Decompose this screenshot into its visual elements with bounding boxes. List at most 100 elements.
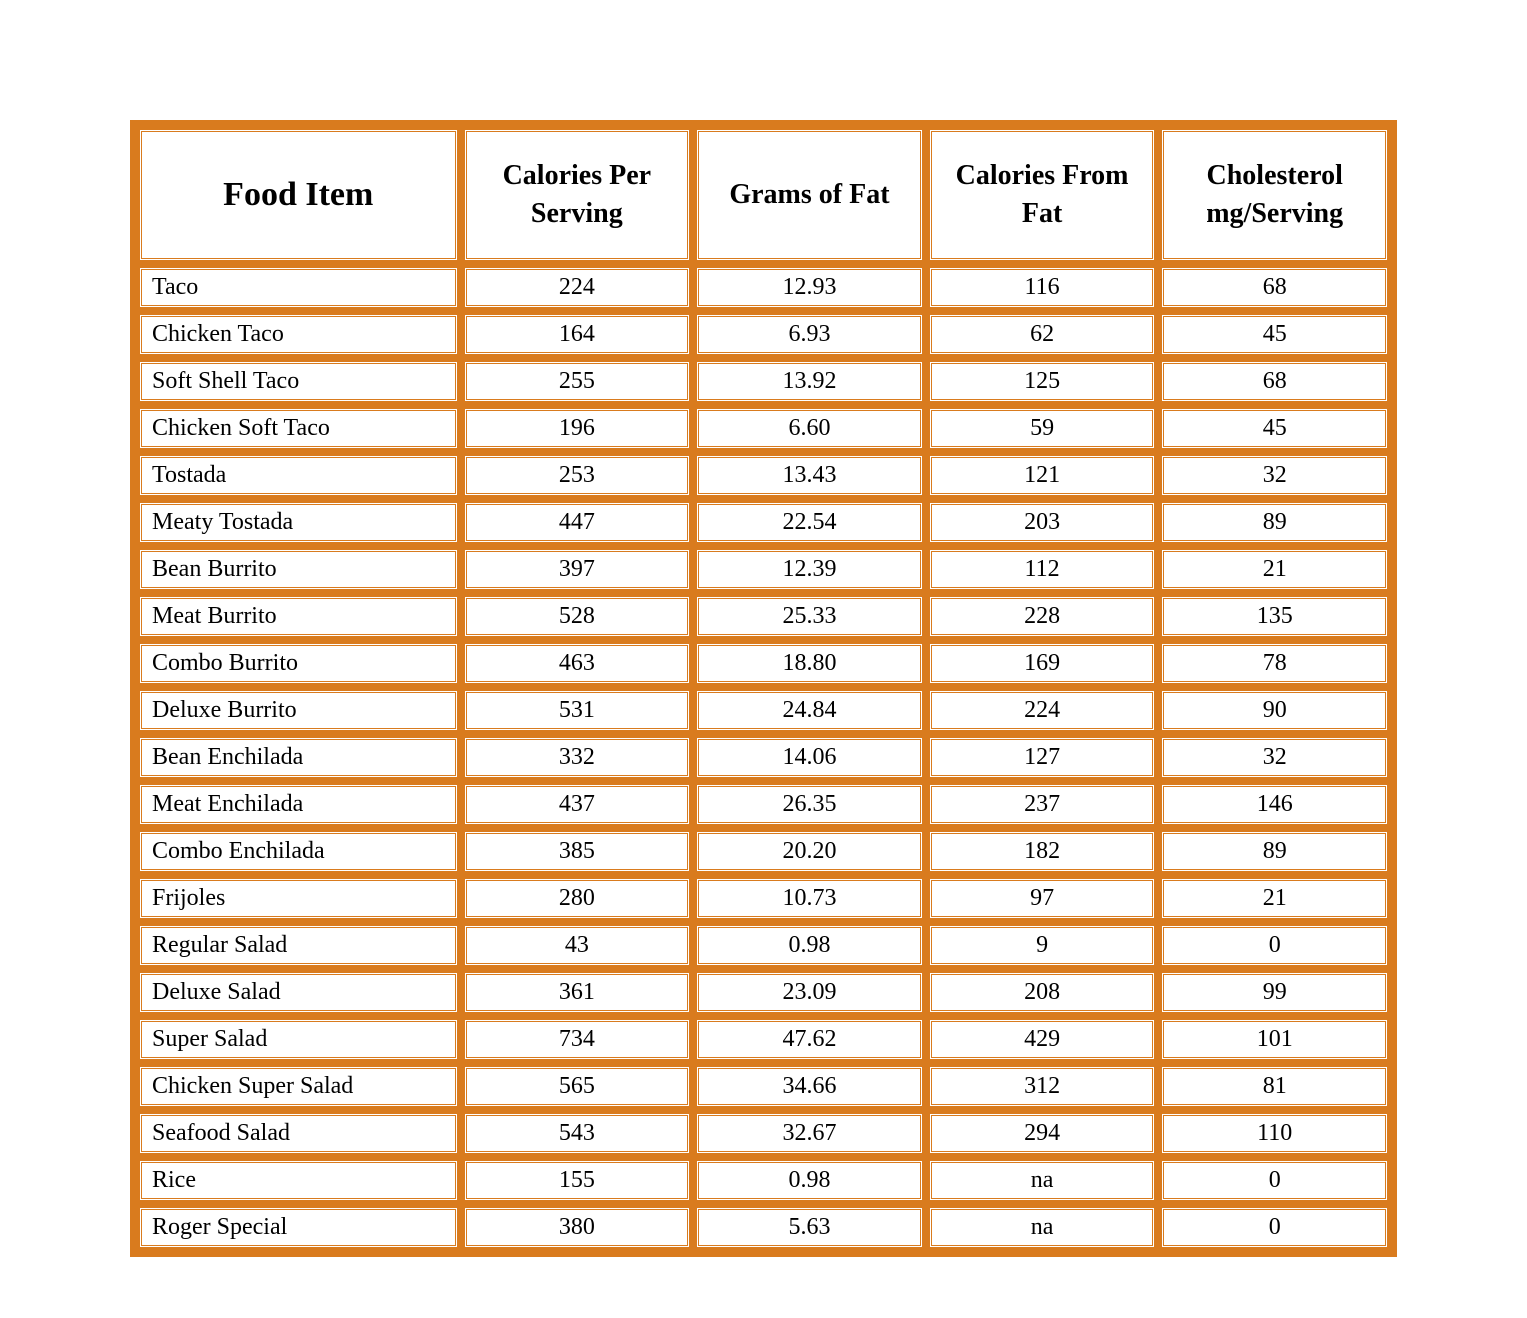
table-row: Super Salad73447.62429101 <box>139 1019 1388 1060</box>
cell-value: 45 <box>1161 408 1388 449</box>
cell-value: 565 <box>464 1066 691 1107</box>
cell-value: 203 <box>929 502 1156 543</box>
cell-value: 6.93 <box>696 314 923 355</box>
table-row: Meat Enchilada43726.35237146 <box>139 784 1388 825</box>
cell-value: 18.80 <box>696 643 923 684</box>
cell-food-item: Bean Enchilada <box>139 737 458 778</box>
cell-value: 78 <box>1161 643 1388 684</box>
table-row: Bean Enchilada33214.0612732 <box>139 737 1388 778</box>
cell-value: 68 <box>1161 267 1388 308</box>
cell-value: 32.67 <box>696 1113 923 1154</box>
cell-value: 116 <box>929 267 1156 308</box>
cell-food-item: Roger Special <box>139 1207 458 1248</box>
table-row: Combo Burrito46318.8016978 <box>139 643 1388 684</box>
cell-value: 0 <box>1161 925 1388 966</box>
cell-food-item: Taco <box>139 267 458 308</box>
cell-value: 543 <box>464 1113 691 1154</box>
table-row: Meaty Tostada44722.5420389 <box>139 502 1388 543</box>
cell-value: 20.20 <box>696 831 923 872</box>
cell-value: 280 <box>464 878 691 919</box>
cell-food-item: Chicken Super Salad <box>139 1066 458 1107</box>
cell-food-item: Meat Burrito <box>139 596 458 637</box>
cell-value: 112 <box>929 549 1156 590</box>
cell-value: 34.66 <box>696 1066 923 1107</box>
table-row: Combo Enchilada38520.2018289 <box>139 831 1388 872</box>
cell-food-item: Meaty Tostada <box>139 502 458 543</box>
cell-value: 531 <box>464 690 691 731</box>
cell-value: 385 <box>464 831 691 872</box>
cell-value: 332 <box>464 737 691 778</box>
cell-food-item: Soft Shell Taco <box>139 361 458 402</box>
table-row: Meat Burrito52825.33228135 <box>139 596 1388 637</box>
cell-value: 397 <box>464 549 691 590</box>
cell-value: 59 <box>929 408 1156 449</box>
table-row: Seafood Salad54332.67294110 <box>139 1113 1388 1154</box>
cell-value: 127 <box>929 737 1156 778</box>
cell-food-item: Bean Burrito <box>139 549 458 590</box>
cell-value: 125 <box>929 361 1156 402</box>
cell-value: 22.54 <box>696 502 923 543</box>
cell-value: 380 <box>464 1207 691 1248</box>
table-row: Chicken Soft Taco1966.605945 <box>139 408 1388 449</box>
cell-value: 0.98 <box>696 1160 923 1201</box>
cell-value: 99 <box>1161 972 1388 1013</box>
cell-value: 89 <box>1161 831 1388 872</box>
table-row: Regular Salad430.9890 <box>139 925 1388 966</box>
table-row: Deluxe Burrito53124.8422490 <box>139 690 1388 731</box>
cell-value: 89 <box>1161 502 1388 543</box>
cell-value: na <box>929 1160 1156 1201</box>
cell-value: 21 <box>1161 878 1388 919</box>
table-body: Taco22412.9311668Chicken Taco1646.936245… <box>139 267 1388 1248</box>
cell-value: 45 <box>1161 314 1388 355</box>
cell-value: 68 <box>1161 361 1388 402</box>
cell-value: 0 <box>1161 1160 1388 1201</box>
col-header-food-item: Food Item <box>139 129 458 261</box>
cell-value: 10.73 <box>696 878 923 919</box>
cell-value: 25.33 <box>696 596 923 637</box>
table-row: Frijoles28010.739721 <box>139 878 1388 919</box>
cell-value: 146 <box>1161 784 1388 825</box>
table-row: Tostada25313.4312132 <box>139 455 1388 496</box>
table-row: Bean Burrito39712.3911221 <box>139 549 1388 590</box>
table-row: Chicken Taco1646.936245 <box>139 314 1388 355</box>
cell-food-item: Combo Burrito <box>139 643 458 684</box>
cell-value: 528 <box>464 596 691 637</box>
cell-value: 447 <box>464 502 691 543</box>
cell-value: 734 <box>464 1019 691 1060</box>
cell-value: 90 <box>1161 690 1388 731</box>
table-row: Taco22412.9311668 <box>139 267 1388 308</box>
cell-value: 12.39 <box>696 549 923 590</box>
cell-value: 121 <box>929 455 1156 496</box>
cell-value: 32 <box>1161 737 1388 778</box>
cell-value: 0 <box>1161 1207 1388 1248</box>
cell-food-item: Tostada <box>139 455 458 496</box>
cell-value: 43 <box>464 925 691 966</box>
cell-value: 294 <box>929 1113 1156 1154</box>
table-row: Soft Shell Taco25513.9212568 <box>139 361 1388 402</box>
cell-value: 312 <box>929 1066 1156 1107</box>
cell-value: 463 <box>464 643 691 684</box>
cell-food-item: Super Salad <box>139 1019 458 1060</box>
table-row: Chicken Super Salad56534.6631281 <box>139 1066 1388 1107</box>
cell-value: 224 <box>929 690 1156 731</box>
cell-value: 9 <box>929 925 1156 966</box>
cell-value: 155 <box>464 1160 691 1201</box>
cell-food-item: Deluxe Salad <box>139 972 458 1013</box>
cell-value: 135 <box>1161 596 1388 637</box>
cell-value: 101 <box>1161 1019 1388 1060</box>
cell-value: 228 <box>929 596 1156 637</box>
col-header-calories-per-serving: Calories Per Serving <box>464 129 691 261</box>
cell-value: 14.06 <box>696 737 923 778</box>
cell-value: 13.92 <box>696 361 923 402</box>
cell-value: 12.93 <box>696 267 923 308</box>
cell-food-item: Chicken Soft Taco <box>139 408 458 449</box>
cell-value: na <box>929 1207 1156 1248</box>
cell-value: 26.35 <box>696 784 923 825</box>
col-header-calories-from-fat: Calories From Fat <box>929 129 1156 261</box>
cell-value: 5.63 <box>696 1207 923 1248</box>
cell-value: 21 <box>1161 549 1388 590</box>
cell-food-item: Seafood Salad <box>139 1113 458 1154</box>
nutrition-table: Food Item Calories Per Serving Grams of … <box>130 120 1397 1257</box>
cell-value: 62 <box>929 314 1156 355</box>
cell-value: 169 <box>929 643 1156 684</box>
